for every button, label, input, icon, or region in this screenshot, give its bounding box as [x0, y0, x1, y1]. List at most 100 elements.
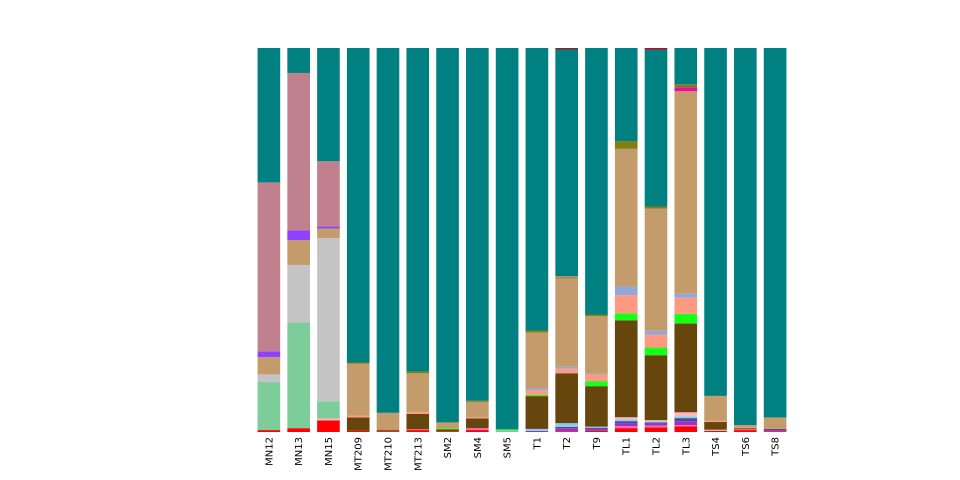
- bar-segment-t9-0: [585, 430, 608, 432]
- bar-segment-t9-17: [585, 48, 608, 315]
- bar-segment-mn15-16: [317, 161, 340, 227]
- bar-segment-ts6-12: [734, 425, 757, 428]
- bar-segment-mt209-0: [346, 430, 370, 432]
- bar-segment-mt209-17: [346, 48, 370, 363]
- bar-segment-sm2-17: [436, 48, 459, 423]
- bar-segment-ts6-9: [734, 427, 757, 429]
- bar-segment-t2-15: [555, 277, 578, 279]
- bar-segment-mn12-0: [257, 430, 281, 432]
- bar-segment-ts4-17: [704, 48, 727, 396]
- bar-segment-sm4-9: [466, 417, 489, 419]
- bar-segment-mt209-15: [346, 362, 370, 364]
- bar-segment-tl2-7: [644, 355, 668, 421]
- x-tick-label-mn12: MN12: [264, 437, 275, 466]
- bar-segment-mn13-17: [287, 48, 310, 73]
- bar-segment-ts6-0: [734, 430, 757, 432]
- bar-segment-tl3-2: [674, 421, 698, 426]
- x-tick-label-mn13: MN13: [294, 437, 305, 466]
- x-tick-label-mt210: MT210: [384, 437, 395, 471]
- bar-segment-tl1-8: [614, 313, 638, 321]
- bar-segment-tl1-2: [614, 423, 638, 427]
- bar-segment-tl2-1: [644, 425, 668, 428]
- bar-segment-mn15-5: [317, 418, 340, 421]
- x-tick-label-t1: T1: [532, 437, 543, 450]
- x-tick-label-mt213: MT213: [413, 437, 424, 471]
- bar-segment-mn15-11: [317, 238, 340, 402]
- bar-segment-mt209-7: [346, 417, 370, 431]
- bar-segment-tl3-14: [674, 87, 698, 92]
- bar-segment-tl3-10: [674, 293, 698, 298]
- bar-segment-t1-4: [525, 428, 549, 431]
- bar-segment-ts4-7: [704, 422, 727, 430]
- bar-segment-sm2-12: [436, 422, 459, 429]
- bar-segment-mn12-12: [257, 357, 281, 375]
- bar-segment-mt213-12: [406, 373, 430, 412]
- bar-segment-t9-8: [585, 381, 608, 387]
- bar-segment-tl2-2: [644, 423, 668, 426]
- x-tick-label-sm5: SM5: [503, 437, 514, 458]
- x-tick-label-tl1: TL1: [622, 437, 633, 456]
- bar-segment-t2-9: [555, 368, 578, 374]
- bar-segment-tl2-17: [644, 49, 668, 207]
- bar-segment-tl2-0: [644, 427, 668, 432]
- bar-segment-t2-0: [555, 431, 578, 432]
- bar-segment-ts6-1: [734, 429, 757, 431]
- bar-segment-t2-10: [555, 366, 578, 369]
- bar-segment-t2-7: [555, 373, 578, 424]
- bar-segment-tl3-9: [674, 297, 698, 314]
- bar-segment-ts6-17: [734, 48, 757, 426]
- bar-segment-t1-8: [525, 394, 549, 397]
- bar-segment-mt213-9: [406, 411, 430, 414]
- bar-segment-t2-16: [555, 276, 578, 278]
- bar-segment-mt213-17: [406, 48, 430, 372]
- bar-segment-t2-4: [555, 423, 578, 428]
- bar-segment-t2-2: [555, 428, 578, 432]
- bar-segment-t1-9: [525, 390, 549, 395]
- bar-segment-mn12-17: [257, 48, 281, 183]
- bar-segment-ts8-12: [763, 417, 787, 429]
- bar-segment-tl1-3: [614, 421, 638, 424]
- bar-segment-mn13-13: [287, 230, 310, 240]
- bar-segment-sm5-17: [495, 48, 519, 430]
- bar-segment-mt210-7: [376, 430, 400, 432]
- bar-segment-ts4-9: [704, 420, 727, 423]
- bar-segment-mt213-7: [406, 413, 430, 430]
- bar-segment-t9-12: [585, 316, 608, 374]
- bar-segment-tl3-4: [674, 416, 698, 419]
- bar-segment-tl3-15: [674, 84, 698, 88]
- bar-segment-tl3-7: [674, 323, 698, 413]
- bar-segment-t2-3: [555, 427, 578, 429]
- bar-segment-mt210-12: [376, 412, 400, 431]
- bar-segment-mn15-13: [317, 226, 340, 229]
- bar-segment-tl3-3: [674, 418, 698, 422]
- bar-segment-t1-7: [525, 396, 549, 429]
- bar-segment-tl3-0: [674, 426, 698, 432]
- bar-segment-t9-9: [585, 374, 608, 382]
- bar-segment-mt213-1: [406, 429, 430, 431]
- bar-segment-tl2-15: [644, 206, 668, 209]
- bar-segment-mt209-12: [346, 363, 370, 416]
- bar-segment-tl2-10: [644, 330, 668, 335]
- bar-segment-t1-15: [525, 330, 549, 333]
- bar-segment-sm4-7: [466, 418, 489, 429]
- x-tick-label-t2: T2: [562, 437, 573, 450]
- bar-segment-t2-17: [555, 49, 578, 277]
- bar-segment-mn12-16: [257, 182, 281, 352]
- bar-segment-ts8-17: [763, 48, 787, 418]
- bar-segment-ts4-0: [704, 430, 727, 432]
- bar-segment-t2-18: [555, 48, 578, 50]
- bar-segment-sm2-7: [436, 429, 459, 432]
- x-tick-label-sm2: SM2: [443, 437, 454, 458]
- bar-segment-tl3-8: [674, 313, 698, 324]
- bar-segment-mn12-11: [257, 374, 281, 383]
- bar-segment-mn13-11: [287, 264, 310, 323]
- x-tick-label-mt209: MT209: [354, 437, 365, 471]
- bar-segment-t9-2: [585, 428, 608, 431]
- bar-segment-sm4-0: [466, 430, 489, 432]
- bar-segment-sm2-8: [436, 428, 459, 430]
- bar-segment-ts8-3: [763, 428, 787, 431]
- bar-segment-t1-10: [525, 388, 549, 391]
- bar-segment-t9-10: [585, 373, 608, 375]
- bar-segment-mn13-12: [287, 240, 310, 265]
